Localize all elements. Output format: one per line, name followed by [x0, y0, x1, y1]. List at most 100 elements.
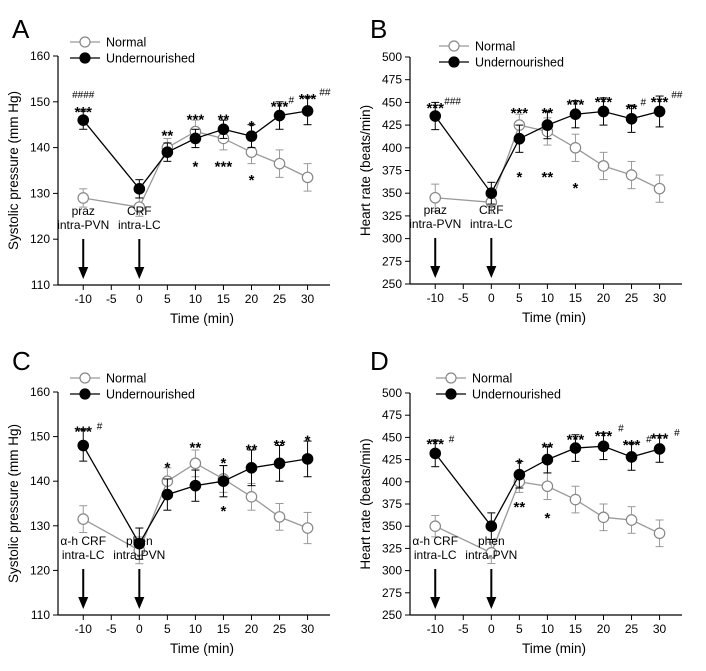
data-point: [569, 142, 582, 154]
data-point: [273, 157, 286, 170]
data-point: [541, 480, 554, 493]
x-axis-label: Time (min): [170, 311, 234, 326]
data-point: [541, 453, 554, 466]
y-tick-label: 275: [382, 586, 402, 600]
data-point: [245, 146, 258, 158]
data-point: [569, 442, 582, 454]
y-tick-label: 400: [382, 141, 402, 155]
significance-label: *: [305, 433, 311, 450]
legend-label-undernourished: Undernourished: [472, 388, 561, 402]
data-point: [625, 451, 638, 463]
data-point: [625, 514, 638, 526]
drug-label-line2: intra-PVN: [57, 218, 109, 232]
x-tick-label: 10: [189, 292, 203, 306]
data-point: [513, 468, 526, 481]
drug-label-line1: CRF: [479, 203, 504, 217]
y-tick-label: 140: [30, 141, 50, 155]
significance-label: *: [544, 510, 550, 527]
x-tick-label: 25: [625, 291, 639, 305]
significance-label: *: [164, 459, 170, 476]
x-tick-label: 10: [541, 291, 555, 305]
data-point: [245, 130, 258, 142]
x-axis-label: Time (min): [522, 641, 586, 656]
x-tick-label: 5: [164, 292, 171, 306]
y-tick-label: 275: [382, 254, 402, 268]
y-tick-label: 475: [382, 408, 402, 422]
legend-marker-undernourished: [445, 388, 457, 400]
drug-label-line2: intra-LC: [414, 548, 457, 562]
x-tick-label: 20: [597, 291, 611, 305]
y-axis-label: Systolic pressure (mm Hg): [6, 91, 21, 250]
x-axis-label: Time (min): [522, 310, 586, 325]
data-point: [429, 447, 442, 460]
x-tick-label: 0: [136, 292, 143, 306]
y-tick-label: 150: [30, 95, 50, 109]
drug-label-line2: intra-LC: [118, 218, 161, 232]
x-tick-label: 5: [516, 622, 523, 636]
significance-label: **: [542, 440, 554, 457]
significance-label: **: [218, 112, 230, 129]
y-tick-label: 325: [382, 541, 402, 555]
x-tick-label: -10: [75, 622, 93, 636]
x-tick-label: 10: [541, 622, 555, 636]
series-line: [82, 110, 308, 190]
significance-label: #: [449, 434, 455, 445]
y-tick-label: 400: [382, 475, 402, 489]
drug-label-line1: praz: [72, 204, 95, 218]
x-tick-label: -5: [458, 622, 469, 636]
y-tick-label: 450: [382, 430, 402, 444]
x-tick-label: 10: [189, 622, 203, 636]
y-tick-label: 500: [382, 386, 402, 400]
data-point: [217, 475, 230, 487]
y-tick-label: 160: [30, 385, 50, 399]
x-tick-label: 25: [625, 622, 639, 636]
significance-label: ***: [299, 91, 317, 108]
significance-label: #: [289, 96, 295, 107]
legend: Normal Undernourished: [70, 36, 195, 66]
data-point: [217, 123, 230, 136]
x-tick-label: 5: [516, 291, 523, 305]
significance-label: ***: [511, 105, 529, 122]
panel-letter: B: [370, 14, 387, 44]
significance-label: ***: [74, 104, 92, 121]
drug-label-line1: α-h CRF: [60, 534, 106, 548]
x-tick-label: -10: [427, 291, 445, 305]
significance-label: *: [221, 503, 227, 520]
data-point: [429, 191, 442, 204]
y-axis-label: Systolic pressure (mm Hg): [6, 424, 21, 583]
significance-label: #: [618, 424, 624, 435]
significance-label: **: [246, 442, 258, 459]
x-tick-label: -10: [75, 292, 93, 306]
x-tick-label: 25: [273, 292, 287, 306]
significance-label: ***: [623, 437, 641, 454]
significance-label: *: [192, 158, 198, 175]
panel-b: B 250 275 300 325 350 375 400 425 450 475 500 -10 -5 0…: [358, 14, 683, 325]
y-tick-label: 475: [382, 73, 402, 87]
drug-label-line1: CRF: [127, 204, 152, 218]
significance-label: ***: [567, 97, 585, 114]
y-tick-label: 120: [30, 563, 50, 577]
significance-label: *: [516, 169, 522, 186]
data-point: [569, 108, 582, 121]
drug-arrow-head: [134, 597, 145, 609]
significance-label: ***: [187, 112, 205, 129]
drug-arrow-head: [430, 266, 441, 278]
y-tick-label: 110: [31, 278, 50, 292]
drug-label-line2: intra-LC: [62, 548, 105, 562]
y-tick-label: 425: [382, 453, 402, 467]
data-point: [189, 479, 202, 492]
data-point: [653, 105, 666, 118]
data-point: [485, 187, 498, 199]
significance-label: *: [221, 455, 227, 472]
data-point: [245, 462, 258, 474]
legend-marker-normal: [448, 40, 460, 52]
x-tick-label: 0: [488, 291, 495, 305]
y-tick-label: 350: [382, 186, 402, 200]
data-point: [273, 511, 286, 523]
significance-label: ***: [651, 431, 669, 448]
x-tick-label: 15: [217, 292, 231, 306]
x-tick-label: 20: [245, 292, 259, 306]
data-point: [541, 119, 554, 131]
significance-label: #: [641, 97, 647, 108]
x-tick-label: 30: [301, 622, 315, 636]
